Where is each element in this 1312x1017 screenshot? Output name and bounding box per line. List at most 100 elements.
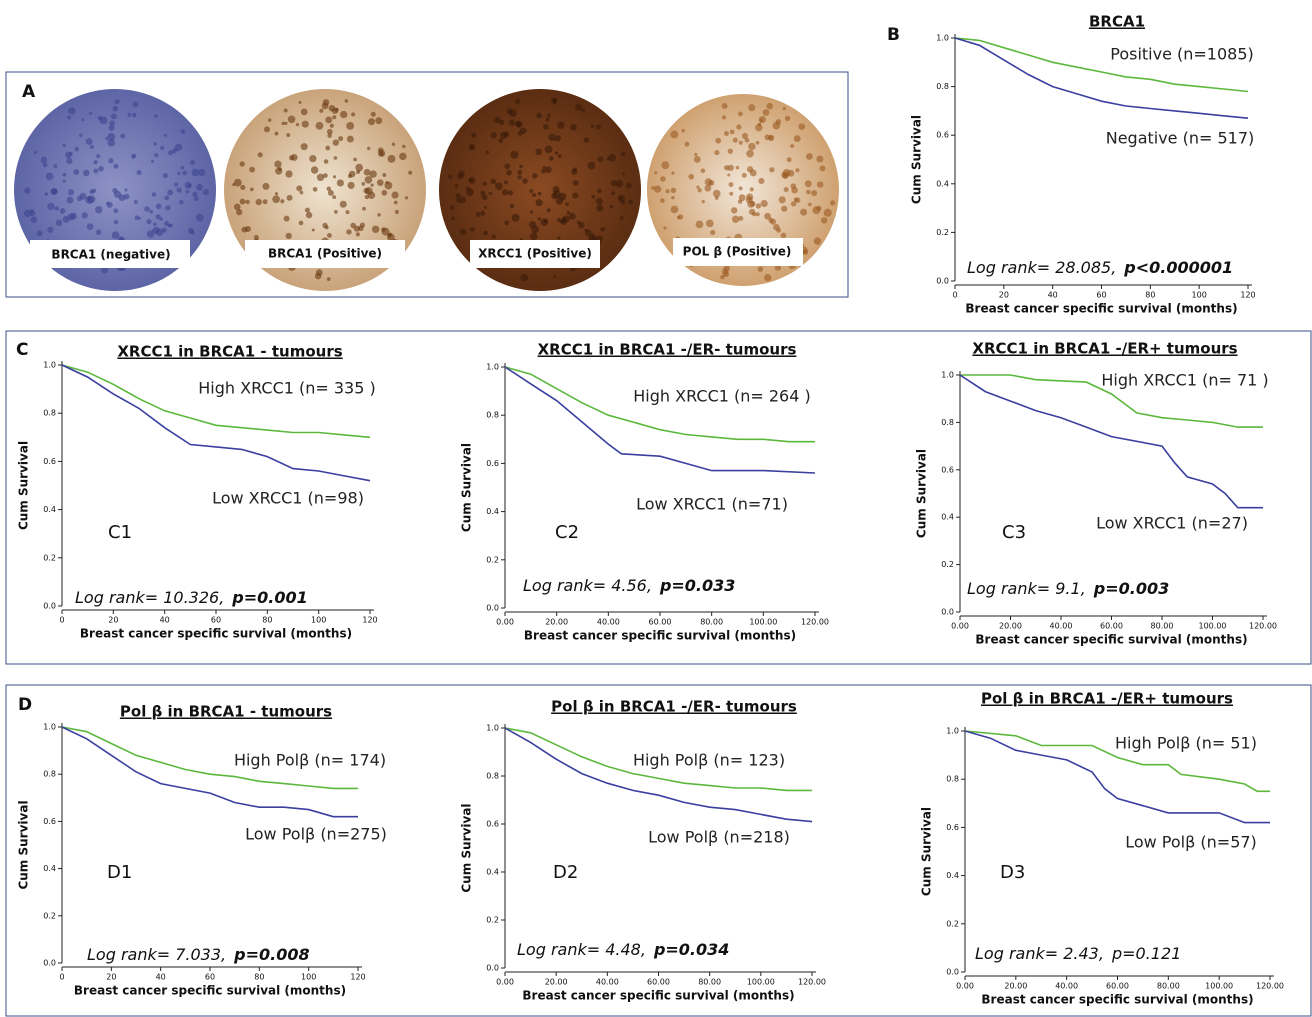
tissue-texture: [405, 196, 408, 199]
p-value: p<0.000001: [1123, 258, 1233, 277]
y-tick-label: 1.0: [486, 724, 499, 733]
tissue-texture: [575, 104, 582, 111]
tissue-texture: [696, 221, 704, 229]
tissue-texture: [704, 185, 711, 192]
tissue-texture: [120, 134, 125, 139]
tissue-texture: [105, 137, 108, 140]
tissue-texture: [697, 188, 701, 192]
tissue-texture: [529, 221, 536, 228]
tissue-texture: [784, 187, 789, 192]
y-tick-label: 0.0: [936, 277, 949, 286]
tissue-texture: [164, 195, 169, 200]
tissue-texture: [626, 183, 632, 189]
tissue-texture: [245, 200, 249, 204]
y-tick-label: 0.2: [43, 553, 56, 562]
tissue-texture: [395, 210, 399, 214]
tissue-texture: [153, 142, 156, 145]
tissue-texture: [492, 235, 496, 239]
tissue-texture: [722, 103, 728, 109]
tissue-texture: [480, 211, 485, 216]
y-tick-label: 0.8: [43, 409, 56, 418]
tissue-texture: [281, 122, 285, 126]
tissue-texture: [319, 109, 323, 113]
tissue-texture: [332, 115, 336, 119]
y-tick-label: 0.2: [941, 560, 954, 569]
tissue-texture: [160, 146, 164, 150]
y-tick-label: 0.4: [486, 507, 499, 516]
tissue-texture: [192, 169, 200, 177]
chart-title: XRCC1 in BRCA1 - tumours: [117, 343, 342, 361]
tissue-texture: [312, 228, 315, 231]
y-axis-title: Cum Survival: [17, 441, 31, 530]
tissue-texture: [186, 190, 189, 193]
x-tick-label: 120: [350, 973, 365, 982]
y-tick-label: 0.0: [946, 968, 959, 977]
x-tick-label: 100.00: [1205, 982, 1233, 991]
tissue-texture: [322, 223, 327, 228]
tissue-texture: [610, 205, 614, 209]
image-caption: POL β (Positive): [683, 245, 792, 259]
tissue-texture: [394, 201, 398, 205]
y-tick-label: 0.8: [486, 411, 499, 420]
tissue-texture: [137, 170, 142, 175]
tissue-texture: [671, 206, 679, 214]
y-tick-label: 1.0: [43, 361, 56, 370]
tissue-texture: [291, 154, 298, 161]
tissue-texture: [24, 187, 30, 193]
tissue-texture: [820, 165, 826, 171]
tissue-texture: [301, 143, 308, 150]
x-tick-label: 40: [1048, 291, 1058, 300]
tissue-texture: [795, 168, 799, 172]
x-tick-label: 120.00: [1249, 622, 1277, 631]
tissue-texture: [240, 199, 246, 205]
tissue-texture: [337, 179, 344, 186]
tissue-texture: [547, 114, 551, 118]
x-tick-label: 120: [1240, 291, 1255, 300]
tissue-texture: [508, 190, 513, 195]
tissue-texture: [306, 212, 312, 218]
y-tick-label: 0.2: [486, 555, 499, 564]
tissue-texture: [156, 204, 161, 209]
tissue-texture: [69, 152, 72, 155]
sub-panel-label: D2: [553, 862, 578, 883]
tissue-texture: [548, 133, 556, 141]
x-axis-title: Breast cancer specific survival (months): [975, 633, 1247, 647]
legend-label: Negative (n= 517): [1106, 129, 1255, 148]
tissue-texture: [325, 116, 332, 123]
tissue-texture: [333, 175, 336, 178]
tissue-texture: [621, 152, 626, 157]
y-tick-label: 0.0: [486, 964, 499, 973]
tissue-texture: [498, 138, 503, 143]
x-tick-label: 60: [211, 616, 221, 625]
tissue-texture: [504, 180, 508, 184]
tissue-texture: [573, 180, 579, 186]
tissue-texture: [620, 216, 624, 220]
tissue-texture: [736, 166, 740, 170]
tissue-texture: [296, 185, 302, 191]
tissue-texture: [661, 161, 669, 169]
figure: A B C D BRCA1 (negative) BRCA1 (Positive…: [0, 0, 1312, 1017]
tissue-texture: [62, 144, 65, 147]
log-rank: Log rank= 10.326,p=0.001: [75, 588, 308, 607]
tissue-texture: [451, 217, 455, 221]
tissue-texture: [806, 190, 811, 195]
x-tick-label: 120.00: [798, 978, 826, 987]
tissue-texture: [596, 198, 603, 205]
tissue-texture: [677, 216, 680, 219]
tissue-texture: [388, 155, 396, 163]
y-tick-label: 1.0: [486, 363, 499, 372]
tissue-texture: [167, 224, 170, 227]
tissue-texture: [578, 222, 585, 229]
log-rank-stat: Log rank= 28.085,: [967, 258, 1116, 277]
tissue-texture: [551, 193, 558, 200]
tissue-texture: [507, 108, 513, 114]
x-tick-label: 0.00: [496, 618, 514, 627]
tissue-texture: [284, 109, 288, 113]
panel-label: B: [887, 25, 900, 45]
tissue-texture: [535, 149, 542, 156]
y-axis-title: Cum Survival: [460, 443, 474, 532]
tissue-texture: [597, 189, 602, 194]
y-tick-label: 0.6: [936, 131, 949, 140]
tissue-texture: [95, 206, 102, 213]
tissue-texture: [759, 119, 762, 122]
